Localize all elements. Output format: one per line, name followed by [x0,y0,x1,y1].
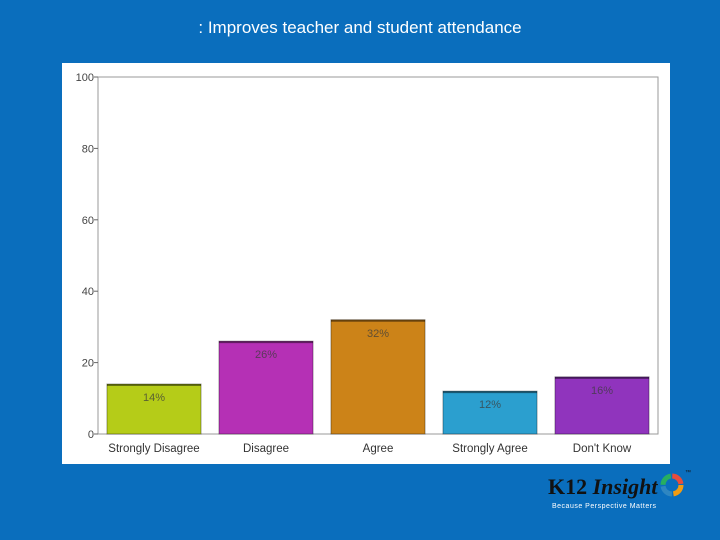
y-tick-label: 20 [82,358,94,370]
data-label: 26% [255,349,277,361]
bar [442,390,538,435]
chart-panel: 0 20 40 60 80 100 14% Strongly Disagree 26% Disag… [62,63,670,464]
data-label: 14% [143,392,165,404]
x-tick-label: Don't Know [573,443,632,455]
y-tick-label: 60 [82,215,94,227]
brand-name: K12 Insight [548,474,657,500]
y-tick-label: 100 [76,72,94,84]
bar [330,319,426,435]
k12-insight-logo: K12 Insight ™ Because Perspective Matter… [548,470,698,514]
x-tick-label: Strongly Disagree [108,443,199,455]
trademark-mark: ™ [685,470,691,476]
brand-name-part1: K12 [548,474,588,499]
y-tick-label: 80 [82,143,94,155]
y-tick-label: 0 [88,429,94,441]
bar [106,383,202,435]
brand-tagline: Because Perspective Matters [552,503,657,510]
data-label: 16% [591,385,613,397]
ring-logo-icon [660,473,684,497]
bar [218,340,314,435]
x-tick-label: Disagree [243,443,289,455]
bar-chart: 0 20 40 60 80 100 14% Strongly Disagree 26% Disag… [76,72,659,455]
x-tick-label: Strongly Agree [452,443,527,455]
data-label: 32% [367,328,389,340]
bar [554,376,650,435]
brand-name-part2: Insight [592,474,658,499]
x-tick-label: Agree [363,443,394,455]
slide-title: : Improves teacher and student attendanc… [198,18,522,37]
data-label: 12% [479,399,501,411]
y-tick-label: 40 [82,286,94,298]
